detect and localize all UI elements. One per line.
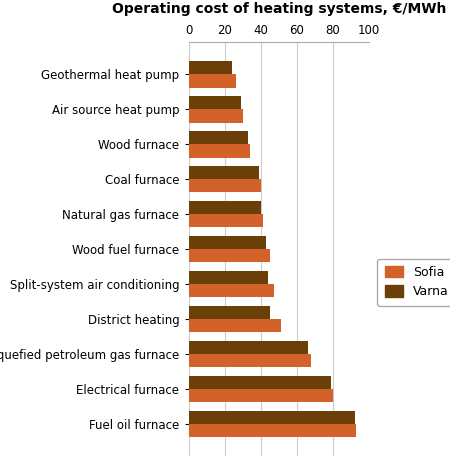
Bar — [189, 306, 270, 319]
Bar — [189, 271, 268, 284]
Bar — [189, 236, 266, 249]
Bar — [189, 166, 259, 179]
Bar — [189, 410, 355, 424]
Bar — [189, 389, 333, 402]
Bar — [189, 341, 308, 354]
Bar — [189, 74, 236, 88]
Bar — [189, 131, 248, 144]
Legend: Sofia, Varna: Sofia, Varna — [377, 258, 450, 306]
Bar — [189, 110, 243, 123]
Title: Operating cost of heating systems, €/MWh: Operating cost of heating systems, €/MWh — [112, 2, 446, 16]
Bar — [189, 354, 311, 367]
Bar — [189, 249, 270, 262]
Bar — [189, 201, 261, 214]
Bar — [189, 424, 356, 437]
Bar — [189, 284, 274, 298]
Bar — [189, 144, 250, 157]
Bar — [189, 179, 261, 193]
Bar — [189, 96, 241, 110]
Bar — [189, 319, 281, 332]
Bar — [189, 61, 232, 74]
Bar — [189, 214, 263, 227]
Bar — [189, 376, 331, 389]
